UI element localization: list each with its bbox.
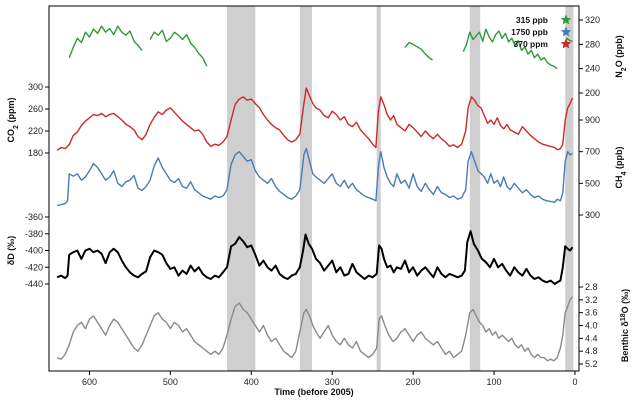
co2-tick-label: 180 bbox=[28, 148, 43, 158]
co2-axis-title: CO2 (ppm) bbox=[6, 98, 20, 143]
interglacial-band-3 bbox=[376, 6, 381, 371]
ch4-tick-label: 900 bbox=[585, 115, 600, 125]
legend-star-icon-ch4 bbox=[560, 26, 572, 37]
x-axis-label: Time (before 2005) bbox=[274, 387, 353, 397]
interglacial-band-5 bbox=[565, 6, 574, 371]
x-tick-label: 600 bbox=[82, 377, 97, 387]
n2o-axis-title: N2O (ppb) bbox=[614, 35, 628, 77]
legend-label-co2: 370 ppm bbox=[514, 39, 549, 49]
series-line-n2o-segment-4 bbox=[462, 28, 558, 70]
ch4-axis-title: CH4 (ppb) bbox=[614, 147, 628, 189]
benthic-tick-label: 4.4 bbox=[585, 333, 598, 343]
dd-axis-title: δD (‰) bbox=[6, 236, 16, 265]
plot-frame bbox=[48, 5, 580, 372]
benthic-tick-label: 2.8 bbox=[585, 282, 598, 292]
benthic-tick-label: 4.8 bbox=[585, 346, 598, 356]
interglacial-band-1 bbox=[227, 6, 256, 371]
benthic-axis-title: Benthic δ18O (‰) bbox=[620, 289, 631, 362]
legend-label-ch4: 1750 ppb bbox=[511, 27, 548, 37]
benthic-tick-label: 5.2 bbox=[585, 359, 598, 369]
series-line-deltad bbox=[56, 230, 574, 285]
x-tick-label: 300 bbox=[325, 377, 340, 387]
x-tick-label: 500 bbox=[163, 377, 178, 387]
benthic-tick-label: 3.6 bbox=[585, 308, 598, 318]
dd-tick-label: -360 bbox=[25, 212, 43, 222]
n2o-tick-label: 200 bbox=[585, 88, 600, 98]
series-line-n2o-segment-3 bbox=[404, 41, 433, 61]
series-line-n2o-segment-2 bbox=[149, 29, 208, 67]
legend-label-n2o: 315 ppb bbox=[516, 15, 548, 25]
legend-star-icon-n2o bbox=[560, 14, 572, 25]
series-line-ch4 bbox=[56, 147, 573, 207]
co2-tick-label: 260 bbox=[28, 104, 43, 114]
x-axis-ticks: 600 500 400 300 200 100 0 bbox=[82, 371, 577, 387]
ch4-tick-label: 700 bbox=[585, 147, 600, 157]
x-tick-label: 200 bbox=[406, 377, 421, 387]
n2o-tick-label: 280 bbox=[585, 39, 600, 49]
benthic-tick-label: 3.2 bbox=[585, 295, 598, 305]
interglacial-band-2 bbox=[299, 6, 312, 371]
interglacial-band-4 bbox=[469, 6, 481, 371]
ch4-tick-label: 500 bbox=[585, 178, 600, 188]
n2o-tick-label: 240 bbox=[585, 64, 600, 74]
legend-star-icon-co2 bbox=[560, 38, 572, 49]
x-tick-label: 100 bbox=[487, 377, 502, 387]
n2o-tick-label: 320 bbox=[585, 15, 600, 25]
interglacial-bands bbox=[227, 6, 574, 371]
dd-tick-label: -380 bbox=[25, 229, 43, 239]
x-tick-label: 0 bbox=[572, 377, 577, 387]
co2-tick-label: 300 bbox=[28, 82, 43, 92]
ch4-tick-label: 300 bbox=[585, 210, 600, 220]
y-axes: 320 280 240 200 N2O (ppb) 300 260 220 180 CO2 (pp… bbox=[6, 15, 630, 369]
benthic-tick-label: 4.0 bbox=[585, 321, 598, 331]
series-line-n2o-segment-1 bbox=[68, 25, 143, 58]
dd-tick-label: -420 bbox=[25, 262, 43, 272]
legend: 315 ppb 1750 ppb 370 ppm bbox=[511, 14, 572, 49]
series-line-benthic-d18o bbox=[56, 296, 574, 362]
dd-tick-label: -440 bbox=[25, 279, 43, 289]
co2-tick-label: 220 bbox=[28, 126, 43, 136]
x-tick-label: 400 bbox=[244, 377, 259, 387]
series-line-co2 bbox=[56, 87, 574, 151]
dd-tick-label: -400 bbox=[25, 246, 43, 256]
